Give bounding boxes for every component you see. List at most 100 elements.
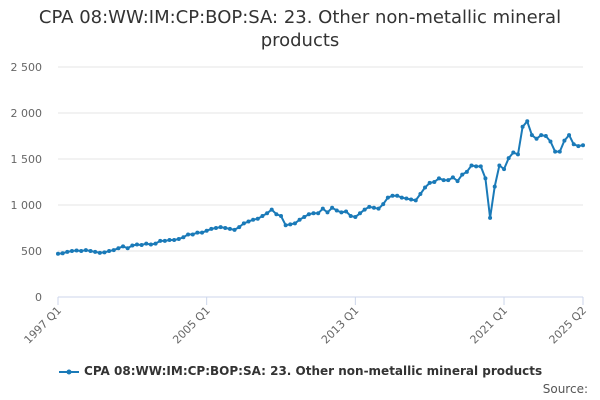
data-point [506, 156, 511, 161]
data-point [571, 142, 576, 147]
data-point [399, 195, 404, 200]
data-point [502, 167, 507, 172]
data-line [57, 119, 584, 255]
data-point [515, 152, 520, 157]
data-point [427, 180, 432, 185]
data-point [111, 248, 116, 253]
data-point [529, 133, 534, 138]
data-point [353, 214, 358, 219]
data-point [302, 214, 307, 219]
y-tick-label: 2 500 [11, 61, 43, 74]
data-point [464, 169, 469, 174]
data-point [334, 208, 339, 213]
data-point [404, 196, 409, 201]
data-point [74, 248, 79, 253]
data-point [557, 149, 562, 154]
data-point [469, 163, 474, 168]
data-point [269, 207, 274, 212]
y-tick-label: 0 [35, 291, 42, 304]
data-point [436, 176, 441, 181]
x-tick-label: 2005 Q1 [170, 304, 213, 347]
data-point [390, 193, 395, 198]
data-point [79, 249, 84, 253]
data-point [395, 193, 400, 198]
data-point [209, 226, 214, 231]
data-point [455, 179, 460, 184]
data-point [153, 241, 158, 246]
data-point [260, 214, 265, 219]
data-point [107, 249, 112, 253]
data-point [409, 197, 414, 202]
data-point [376, 206, 381, 211]
data-point [385, 195, 390, 200]
data-point [232, 227, 237, 232]
x-tick-label: 1997 Q1 [22, 304, 65, 347]
data-point [162, 238, 167, 243]
data-point [69, 249, 74, 253]
data-point [525, 119, 530, 124]
data-point [93, 249, 98, 254]
data-point [311, 211, 316, 216]
data-point [176, 237, 181, 242]
data-point [344, 209, 349, 214]
data-point [60, 251, 65, 256]
data-point [348, 214, 353, 219]
x-tick-label: 2013 Q1 [319, 304, 362, 347]
data-point [227, 226, 232, 231]
data-point [357, 211, 362, 216]
data-point [371, 205, 376, 210]
data-point [88, 249, 93, 253]
data-point [288, 222, 293, 227]
data-point [181, 235, 186, 240]
data-point [186, 232, 191, 237]
data-point [432, 180, 437, 184]
data-point [488, 215, 493, 220]
data-point [320, 206, 325, 211]
data-point [283, 223, 288, 228]
data-point [134, 242, 139, 247]
data-point [450, 175, 455, 180]
data-point [306, 212, 311, 217]
data-point [251, 217, 256, 222]
data-point [548, 139, 553, 144]
data-point [534, 136, 539, 141]
data-point [274, 212, 279, 217]
data-point [125, 246, 130, 251]
data-point [367, 204, 372, 209]
data-point [581, 143, 585, 148]
data-point [237, 225, 242, 230]
data-point [423, 185, 428, 190]
data-point [190, 232, 195, 237]
data-point [97, 250, 102, 255]
y-tick-label: 2 000 [11, 107, 43, 120]
y-tick-label: 1 000 [11, 199, 43, 212]
data-point [218, 225, 223, 230]
data-point [474, 164, 479, 169]
legend: CPA 08:WW:IM:CP:BOP:SA: 23. Other non-me… [0, 364, 600, 378]
data-point [381, 202, 386, 207]
data-point [492, 184, 497, 189]
data-point [265, 211, 270, 216]
data-point [158, 238, 163, 243]
data-point [316, 211, 321, 216]
data-point [172, 237, 177, 242]
data-point [144, 241, 149, 246]
data-point [255, 216, 260, 221]
data-point [139, 243, 144, 248]
data-point [497, 163, 502, 168]
data-point [116, 246, 121, 251]
data-point [539, 133, 544, 138]
data-point [446, 178, 451, 183]
data-point [567, 133, 572, 138]
data-point [223, 226, 228, 230]
x-tick-label: 2025 Q2 [547, 304, 590, 347]
data-point [325, 210, 330, 215]
data-point [130, 243, 135, 248]
data-point [339, 210, 344, 215]
data-point [441, 178, 446, 183]
data-point [362, 207, 367, 212]
legend-swatch [58, 369, 79, 374]
data-point [478, 164, 483, 169]
